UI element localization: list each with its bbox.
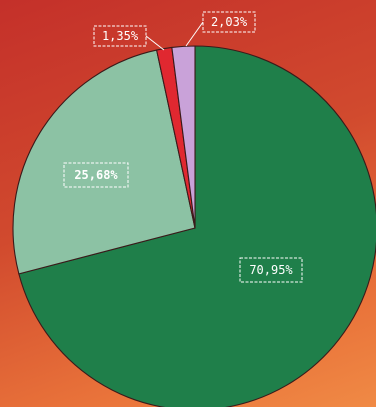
pie-slice-4 (171, 45, 196, 229)
slice-label-box-2 (63, 162, 129, 188)
pie-slice-1 (18, 45, 376, 407)
leader-line-3 (145, 35, 165, 51)
slice-label-3: 1,35% (102, 29, 139, 43)
slice-label-1: 70,95% (249, 263, 293, 277)
slice-label-2: 25,68% (74, 168, 118, 182)
pie-slice-2 (12, 49, 196, 275)
slice-label-box-1 (239, 257, 303, 283)
leader-line-4 (185, 21, 204, 47)
slice-label-4: 2,03% (211, 15, 248, 29)
